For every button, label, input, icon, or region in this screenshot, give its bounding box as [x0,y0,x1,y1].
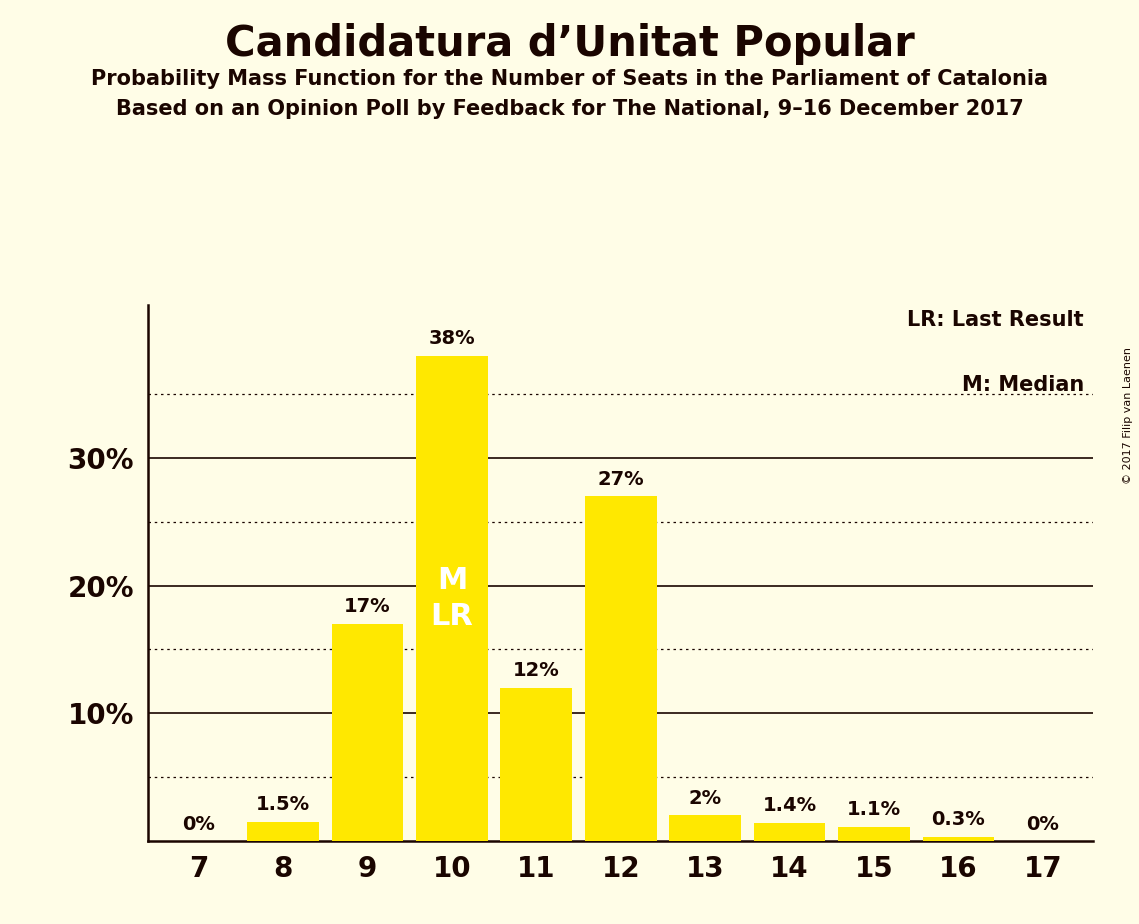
Text: 1.1%: 1.1% [847,800,901,820]
Text: © 2017 Filip van Laenen: © 2017 Filip van Laenen [1123,347,1133,484]
Bar [500,687,572,841]
Text: 0%: 0% [1026,816,1059,834]
Bar [838,827,910,841]
Text: 17%: 17% [344,597,391,616]
Bar [247,821,319,841]
Text: 0.3%: 0.3% [932,810,985,830]
Text: 38%: 38% [428,329,475,348]
Text: Probability Mass Function for the Number of Seats in the Parliament of Catalonia: Probability Mass Function for the Number… [91,69,1048,90]
Text: 1.5%: 1.5% [256,795,310,814]
Text: 27%: 27% [598,469,644,489]
Bar [416,356,487,841]
Bar [585,496,656,841]
Text: 0%: 0% [182,816,215,834]
Text: 2%: 2% [689,789,722,808]
Text: LR: Last Result: LR: Last Result [908,310,1084,330]
Bar [331,624,403,841]
Bar [670,815,741,841]
Text: M: Median: M: Median [961,374,1084,395]
Text: 12%: 12% [513,661,559,680]
Text: 1.4%: 1.4% [762,796,817,815]
Text: M
LR: M LR [431,565,474,631]
Bar [754,823,826,841]
Bar [923,837,994,841]
Text: Candidatura d’Unitat Popular: Candidatura d’Unitat Popular [224,23,915,65]
Text: Based on an Opinion Poll by Feedback for The National, 9–16 December 2017: Based on an Opinion Poll by Feedback for… [116,99,1023,119]
